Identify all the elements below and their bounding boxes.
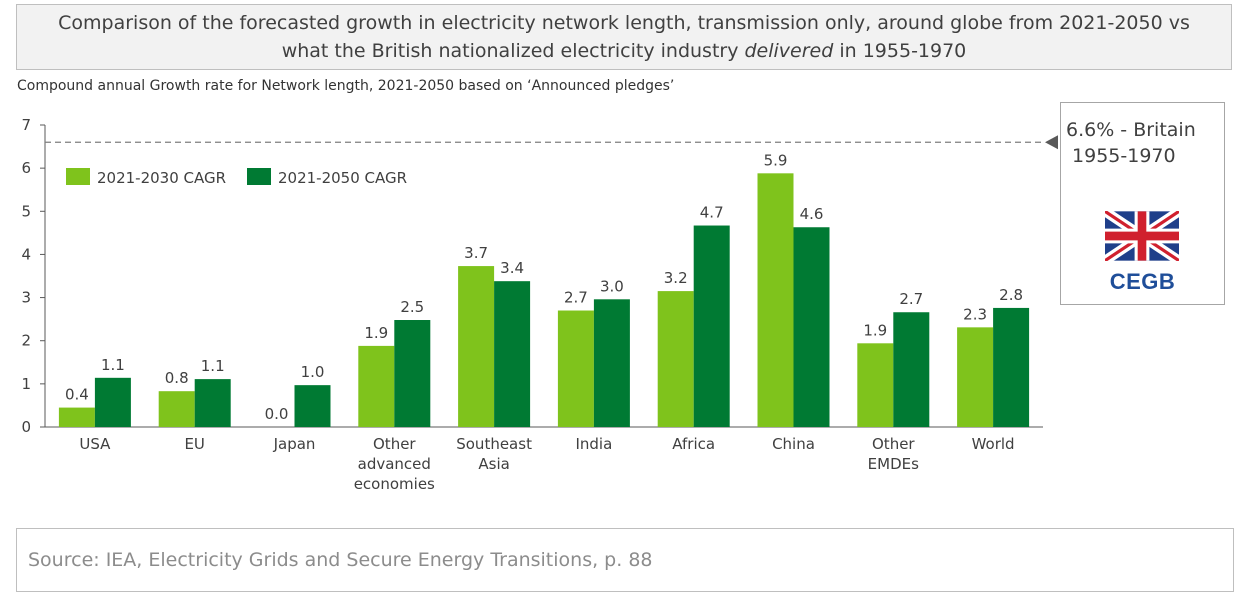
reference-pointer-icon bbox=[1045, 135, 1058, 150]
bar-2021-2050 bbox=[294, 385, 331, 427]
data-label: 3.0 bbox=[600, 277, 624, 295]
chart-title: Comparison of the forecasted growth in e… bbox=[16, 4, 1232, 70]
x-category-label: Other bbox=[872, 435, 915, 453]
legend-label: 2021-2050 CAGR bbox=[278, 169, 407, 187]
data-label: 4.6 bbox=[800, 205, 824, 223]
data-label: 1.9 bbox=[364, 324, 388, 342]
bar-2021-2030 bbox=[358, 345, 395, 427]
britain-callout-box: 6.6% - Britain 1955-1970 CEGB bbox=[1060, 102, 1225, 305]
x-category-label: EU bbox=[184, 435, 204, 453]
y-tick-label: 2 bbox=[21, 332, 31, 350]
bar-2021-2050 bbox=[593, 299, 630, 427]
bar-2021-2030 bbox=[657, 291, 694, 427]
legend-swatch bbox=[66, 168, 90, 185]
y-tick-label: 3 bbox=[21, 289, 31, 307]
data-label: 2.8 bbox=[999, 286, 1023, 304]
data-label: 5.9 bbox=[764, 151, 788, 169]
y-tick-label: 5 bbox=[21, 202, 31, 220]
legend-label: 2021-2030 CAGR bbox=[97, 169, 226, 187]
chart-subtitle: Compound annual Growth rate for Network … bbox=[17, 78, 675, 94]
y-tick-label: 7 bbox=[21, 116, 31, 134]
data-label: 1.1 bbox=[101, 356, 125, 374]
y-tick-label: 6 bbox=[21, 159, 31, 177]
x-category-label: China bbox=[772, 435, 815, 453]
data-label: 3.2 bbox=[664, 269, 688, 287]
bar-2021-2050 bbox=[94, 377, 131, 427]
bar-2021-2050 bbox=[993, 307, 1030, 427]
x-category-label: EMDEs bbox=[868, 455, 919, 473]
bar-2021-2030 bbox=[458, 266, 495, 427]
data-label: 0.0 bbox=[265, 405, 289, 423]
bar-2021-2030 bbox=[58, 407, 95, 427]
union-jack-flag-icon bbox=[1105, 211, 1179, 261]
bar-2021-2050 bbox=[194, 379, 231, 427]
x-category-label: advanced bbox=[358, 455, 431, 473]
x-category-label: Other bbox=[373, 435, 416, 453]
data-label: 4.7 bbox=[700, 204, 724, 222]
data-label: 2.7 bbox=[899, 290, 923, 308]
cegb-logo-text: CEGB bbox=[1109, 269, 1176, 294]
data-label: 3.4 bbox=[500, 259, 524, 277]
bar-2021-2050 bbox=[394, 320, 431, 427]
x-category-label: Southeast bbox=[456, 435, 532, 453]
bar-2021-2030 bbox=[957, 327, 994, 427]
x-category-label: India bbox=[575, 435, 612, 453]
source-note: Source: IEA, Electricity Grids and Secur… bbox=[16, 528, 1234, 592]
callout-label: 6.6% - Britain 1955-1970 bbox=[1066, 119, 1196, 167]
bar-2021-2030 bbox=[857, 343, 894, 427]
legend-swatch bbox=[247, 168, 271, 185]
bar-2021-2030 bbox=[757, 173, 794, 427]
data-label: 0.8 bbox=[165, 369, 189, 387]
bar-2021-2050 bbox=[893, 312, 930, 427]
data-label: 1.1 bbox=[201, 357, 225, 375]
data-label: 1.9 bbox=[863, 321, 887, 339]
bar-2021-2030 bbox=[557, 310, 594, 427]
x-category-label: Asia bbox=[478, 455, 509, 473]
x-category-label: economies bbox=[354, 475, 435, 493]
data-label: 0.4 bbox=[65, 386, 89, 404]
bar-2021-2050 bbox=[793, 227, 830, 427]
x-category-label: Japan bbox=[273, 435, 316, 453]
data-label: 2.7 bbox=[564, 289, 588, 307]
data-label: 2.5 bbox=[400, 298, 424, 316]
y-tick-label: 1 bbox=[21, 375, 31, 393]
x-category-label: World bbox=[972, 435, 1015, 453]
chart-title-text: Comparison of the forecasted growth in e… bbox=[58, 12, 1190, 62]
bar-2021-2050 bbox=[693, 225, 730, 427]
y-tick-label: 4 bbox=[21, 245, 31, 263]
bar-2021-2050 bbox=[494, 281, 531, 427]
data-label: 1.0 bbox=[301, 363, 325, 381]
x-category-label: Africa bbox=[672, 435, 715, 453]
bar-2021-2030 bbox=[158, 391, 195, 427]
data-label: 2.3 bbox=[963, 305, 987, 323]
y-tick-label: 0 bbox=[21, 418, 31, 436]
data-label: 3.7 bbox=[464, 244, 488, 262]
x-category-label: USA bbox=[79, 435, 111, 453]
